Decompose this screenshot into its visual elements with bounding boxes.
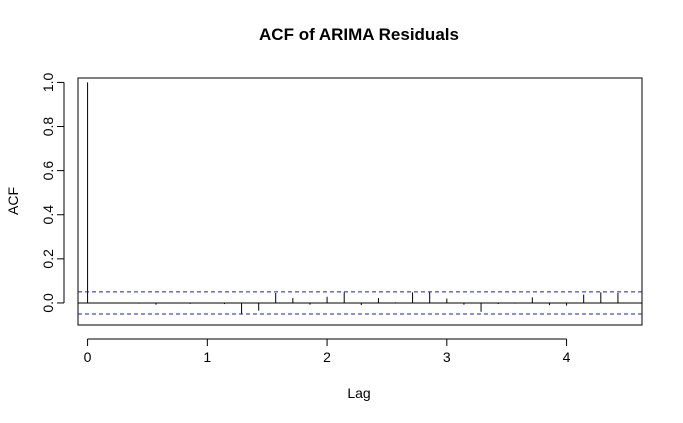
reference-lines <box>78 291 642 315</box>
x-tick-label: 3 <box>443 349 451 365</box>
y-tick-label: 0.6 <box>40 161 56 181</box>
chart-title: ACF of ARIMA Residuals <box>259 25 459 44</box>
y-tick-label: 1.0 <box>40 72 56 92</box>
x-tick-label: 4 <box>563 349 571 365</box>
x-axis-label: Lag <box>347 385 370 401</box>
y-tick-label: 0.8 <box>40 117 56 137</box>
x-tick-label: 0 <box>84 349 92 365</box>
y-tick-label: 0.0 <box>40 293 56 313</box>
acf-bars <box>87 82 619 315</box>
x-tick-label: 1 <box>203 349 211 365</box>
y-tick-label: 0.2 <box>40 249 56 269</box>
y-tick-label: 0.4 <box>40 205 56 225</box>
y-axis: 0.0 0.2 0.4 0.6 0.8 1.0 <box>40 72 65 313</box>
y-axis-label: ACF <box>5 187 21 215</box>
plot-frame <box>77 77 643 326</box>
x-tick-label: 2 <box>323 349 331 365</box>
x-axis: 0 1 2 3 4 <box>84 338 571 365</box>
